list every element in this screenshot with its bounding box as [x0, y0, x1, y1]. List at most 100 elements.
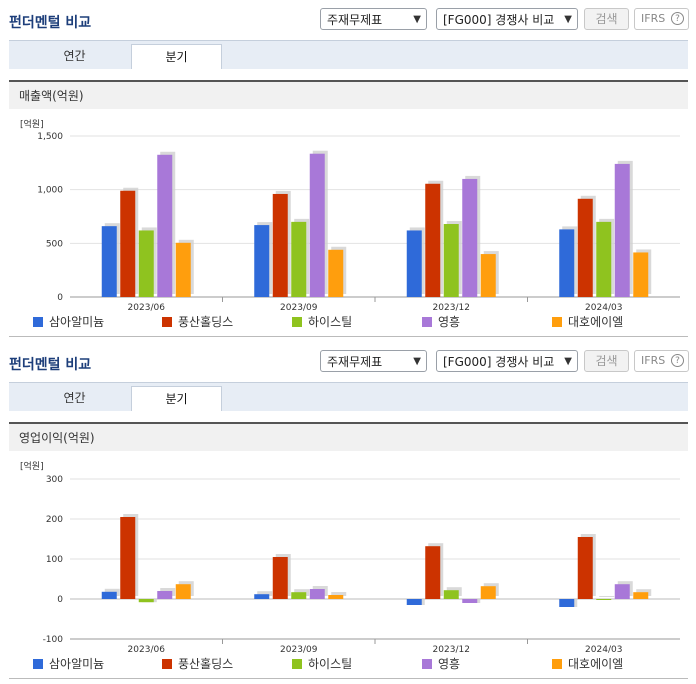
bar: [138, 230, 154, 297]
statement-type-value: 주재무제표: [327, 355, 383, 369]
legend-item[interactable]: 대호에이엘: [552, 655, 623, 672]
legend-item[interactable]: 영흥: [422, 655, 460, 672]
y-tick-label: 0: [57, 293, 63, 303]
competitor-compare-select[interactable]: [FG000] 경쟁사 비교 ▼: [436, 350, 578, 372]
bar: [175, 242, 191, 297]
x-tick-label: 2024/03: [585, 645, 622, 655]
x-tick-label: 2023/12: [433, 303, 470, 313]
y-tick-label: 0: [57, 595, 63, 605]
bar: [614, 584, 630, 599]
legend-label: 풍산홀딩스: [178, 657, 234, 671]
tab-quarterly[interactable]: 분기: [131, 44, 222, 69]
legend-swatch: [292, 659, 302, 669]
tab-annual[interactable]: 연간: [63, 49, 86, 63]
x-tick-label: 2024/03: [585, 303, 622, 313]
competitor-compare-select[interactable]: [FG000] 경쟁사 비교 ▼: [436, 8, 578, 30]
bar-shadow: [257, 591, 273, 596]
bar: [480, 586, 496, 599]
divider: [9, 678, 688, 679]
bar: [633, 592, 649, 599]
bar: [101, 226, 117, 297]
bar: [480, 254, 496, 297]
chart-legend: 삼아알미늄 풍산홀딩스 하이스틸 영흥 대호에이엘: [0, 655, 696, 671]
y-tick-label: 200: [46, 515, 63, 525]
legend-label: 삼아알미늄: [49, 657, 105, 671]
legend-swatch: [33, 659, 43, 669]
legend-item[interactable]: 하이스틸: [292, 655, 352, 672]
legend-swatch: [552, 317, 562, 327]
y-unit-label: [억원]: [20, 462, 44, 472]
chevron-down-icon: ▼: [564, 356, 572, 367]
bar: [425, 546, 441, 599]
bar: [157, 154, 173, 297]
legend-item[interactable]: 영흥: [422, 313, 460, 330]
competitor-compare-value: [FG000] 경쟁사 비교: [443, 13, 555, 27]
bar: [425, 183, 441, 297]
chevron-down-icon: ▼: [413, 14, 421, 25]
operating-profit-bar-chart: -100 0 100 200 300 2023/06 2023/09 2023/12 2024/…: [43, 475, 680, 655]
legend-label: 대호에이엘: [568, 315, 624, 329]
panel-title: 펀더멘털 비교: [9, 15, 92, 31]
search-button[interactable]: 검색: [584, 8, 629, 30]
legend-label: 영흥: [438, 657, 461, 671]
legend-item[interactable]: 풍산홀딩스: [162, 655, 233, 672]
legend-label: 삼아알미늄: [49, 315, 105, 329]
bar: [328, 595, 344, 599]
bar: [175, 584, 191, 599]
ifrs-button[interactable]: IFRS?: [634, 8, 689, 30]
legend-item[interactable]: 삼아알미늄: [33, 313, 104, 330]
statement-type-value: 주재무제표: [327, 13, 383, 27]
bar: [120, 517, 136, 599]
bar: [101, 591, 117, 599]
legend-swatch: [33, 317, 43, 327]
chart-legend: 삼아알미늄 풍산홀딩스 하이스틸 영흥 대호에이엘: [0, 313, 696, 329]
y-unit-label: [억원]: [20, 120, 44, 130]
legend-item[interactable]: 삼아알미늄: [33, 655, 104, 672]
y-tick-label: 300: [46, 475, 63, 485]
bar: [614, 163, 630, 297]
bar: [291, 592, 307, 599]
bar: [272, 193, 288, 297]
bar: [596, 599, 612, 600]
x-tick-label: 2023/06: [128, 303, 166, 313]
legend-label: 하이스틸: [308, 315, 353, 329]
legend-swatch: [162, 317, 172, 327]
tab-quarterly[interactable]: 분기: [131, 386, 222, 411]
bar: [633, 252, 649, 297]
y-tick-label: 1,500: [37, 132, 63, 142]
search-button[interactable]: 검색: [584, 350, 629, 372]
help-icon[interactable]: ?: [671, 354, 684, 367]
bar: [157, 591, 173, 599]
bar: [577, 537, 593, 599]
y-tick-label: 500: [46, 239, 63, 249]
bar: [138, 599, 154, 603]
legend-item[interactable]: 하이스틸: [292, 313, 352, 330]
ifrs-button[interactable]: IFRS?: [634, 350, 689, 372]
fundamental-panel-sales: 펀더멘털 비교 주재무제표 ▼ [FG000] 경쟁사 비교 ▼ 검색 IFRS? …: [0, 8, 696, 337]
help-icon[interactable]: ?: [671, 12, 684, 25]
divider: [9, 336, 688, 337]
bar: [328, 249, 344, 297]
statement-type-select[interactable]: 주재무제표 ▼: [320, 350, 427, 372]
section-title: 매출액(억원): [9, 80, 688, 109]
legend-label: 풍산홀딩스: [178, 315, 234, 329]
bar: [462, 178, 478, 297]
legend-label: 하이스틸: [308, 657, 353, 671]
sales-bar-chart: 0 500 1,000 1,500 2023/06 2023/09 2023/12 2024/…: [37, 132, 680, 313]
competitor-compare-value: [FG000] 경쟁사 비교: [443, 355, 555, 369]
bar: [443, 224, 459, 297]
x-tick-label: 2023/09: [280, 645, 318, 655]
legend-swatch: [422, 659, 432, 669]
bar: [120, 190, 136, 297]
ifrs-label: IFRS: [641, 354, 666, 367]
legend-item[interactable]: 대호에이엘: [552, 313, 623, 330]
bar: [254, 225, 270, 297]
period-tabs: 연간 분기: [9, 40, 688, 69]
tab-annual[interactable]: 연간: [63, 391, 86, 405]
y-tick-label: -100: [43, 635, 64, 645]
panel-title: 펀더멘털 비교: [9, 357, 92, 373]
statement-type-select[interactable]: 주재무제표 ▼: [320, 8, 427, 30]
legend-item[interactable]: 풍산홀딩스: [162, 313, 233, 330]
y-tick-label: 1,000: [37, 186, 63, 196]
bar: [596, 221, 612, 297]
